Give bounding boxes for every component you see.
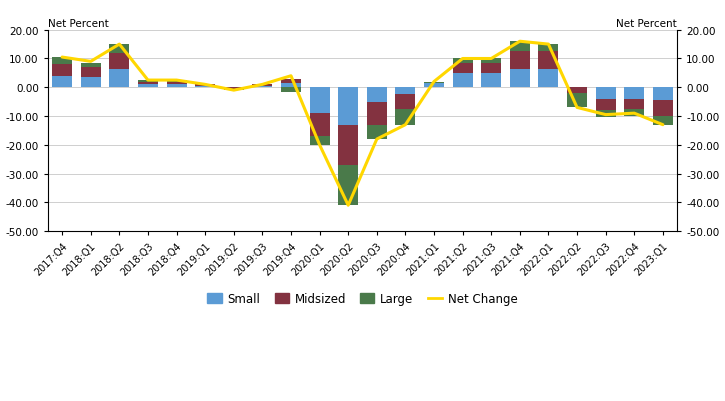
Bar: [138, 81, 158, 82]
Bar: [652, 88, 673, 101]
Bar: [624, 99, 645, 109]
Bar: [452, 74, 473, 88]
Bar: [539, 69, 558, 88]
Bar: [652, 101, 673, 117]
Bar: [395, 88, 415, 95]
Bar: [624, 88, 645, 99]
Bar: [367, 88, 387, 102]
Bar: [252, 87, 273, 88]
Bar: [52, 58, 72, 65]
Bar: [310, 137, 330, 146]
Bar: [195, 85, 215, 87]
Bar: [80, 78, 101, 88]
Bar: [452, 64, 473, 74]
Text: Net Percent: Net Percent: [616, 19, 677, 28]
Bar: [510, 69, 530, 88]
Text: Net Percent: Net Percent: [48, 19, 109, 28]
Bar: [109, 54, 129, 69]
Bar: [596, 88, 616, 99]
Bar: [310, 88, 330, 114]
Bar: [281, 88, 301, 92]
Bar: [481, 64, 501, 74]
Bar: [367, 102, 387, 126]
Legend: Small, Midsized, Large, Net Change: Small, Midsized, Large, Net Change: [203, 288, 522, 310]
Bar: [80, 68, 101, 78]
Bar: [539, 52, 558, 69]
Bar: [109, 45, 129, 54]
Bar: [167, 82, 186, 85]
Bar: [338, 166, 358, 206]
Bar: [80, 64, 101, 68]
Bar: [224, 88, 244, 89]
Bar: [281, 79, 301, 84]
Bar: [310, 114, 330, 137]
Bar: [138, 82, 158, 85]
Bar: [109, 69, 129, 88]
Bar: [395, 95, 415, 109]
Bar: [596, 111, 616, 118]
Bar: [252, 85, 273, 87]
Bar: [596, 99, 616, 111]
Bar: [195, 87, 215, 88]
Bar: [424, 82, 444, 84]
Bar: [539, 45, 558, 52]
Bar: [510, 52, 530, 69]
Bar: [224, 89, 244, 91]
Bar: [652, 117, 673, 126]
Bar: [567, 94, 587, 108]
Bar: [624, 109, 645, 117]
Bar: [52, 65, 72, 77]
Bar: [367, 126, 387, 140]
Bar: [395, 109, 415, 126]
Bar: [481, 59, 501, 64]
Bar: [338, 88, 358, 126]
Bar: [510, 42, 530, 52]
Bar: [424, 84, 444, 88]
Bar: [138, 85, 158, 88]
Bar: [567, 88, 587, 94]
Bar: [167, 81, 186, 82]
Bar: [281, 84, 301, 88]
Bar: [481, 74, 501, 88]
Bar: [52, 77, 72, 88]
Bar: [167, 85, 186, 88]
Bar: [338, 126, 358, 166]
Bar: [452, 59, 473, 64]
